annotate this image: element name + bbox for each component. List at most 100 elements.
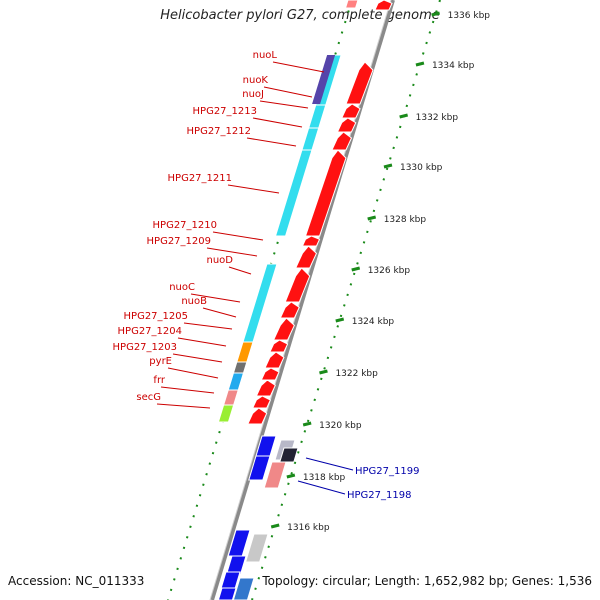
gene-arrow xyxy=(272,317,295,341)
gene-label[interactable]: nuoC xyxy=(169,282,195,293)
scale-tick xyxy=(286,473,296,479)
gene-arrow xyxy=(294,245,318,269)
gene-block xyxy=(263,461,287,489)
gene-leader-line xyxy=(206,247,258,257)
gene-arrow xyxy=(336,117,357,133)
scale-label: 1324 kbp xyxy=(352,317,395,327)
scale-label: 1328 kbp xyxy=(384,215,427,225)
gene-label[interactable]: pyrE xyxy=(149,356,172,367)
gene-features xyxy=(217,0,393,600)
gene-label[interactable]: HPG27_1213 xyxy=(193,106,257,117)
gene-label[interactable]: frr xyxy=(153,375,165,386)
gene-leader-line xyxy=(177,337,227,347)
gene-block xyxy=(217,587,237,600)
gene-block xyxy=(225,555,247,575)
gene-leader-line xyxy=(246,137,297,147)
genome-summary-text: Topology: circular; Length: 1,652,982 bp… xyxy=(262,574,592,588)
gene-block xyxy=(308,104,327,129)
left-gene-labels: nuoL nuoK nuoJ HPG27_1213 HPG27_1212 HPG27_12… xyxy=(113,50,325,409)
gene-arrow xyxy=(331,131,353,151)
gene-leader-line xyxy=(172,353,223,363)
scale-ticks: 1336 kbp 1334 kbp 1332 kbp 1330 kbp 1328 kbp… xyxy=(270,11,491,533)
scale-tick xyxy=(399,113,409,119)
gene-leader-line xyxy=(167,367,219,379)
gene-label[interactable]: HPG27_1199 xyxy=(355,466,419,477)
gene-arrow xyxy=(374,0,393,11)
scale-tick xyxy=(367,215,377,221)
scale-tick xyxy=(431,11,440,17)
gene-label[interactable]: secG xyxy=(136,392,161,403)
gene-leader-line xyxy=(272,61,325,73)
gene-leader-line xyxy=(202,307,237,318)
scale-label: 1330 kbp xyxy=(400,163,443,173)
gene-block xyxy=(244,533,269,563)
gene-label[interactable]: HPG27_1204 xyxy=(118,326,182,337)
gene-label[interactable]: nuoB xyxy=(181,296,207,307)
gene-leader-line xyxy=(212,231,264,241)
gene-block xyxy=(344,0,359,9)
scale-label: 1334 kbp xyxy=(432,61,475,71)
gene-leader-line xyxy=(252,117,303,128)
gene-label[interactable]: nuoK xyxy=(243,75,269,86)
scale-tick xyxy=(302,421,312,427)
gene-block xyxy=(248,455,271,481)
scale-label: 1320 kbp xyxy=(319,421,362,431)
gene-block xyxy=(301,127,320,151)
gene-arrow xyxy=(269,339,289,353)
gene-leader-line xyxy=(263,86,313,98)
gene-arrow xyxy=(301,235,321,247)
gene-arrow xyxy=(251,395,272,409)
genome-backbone xyxy=(210,0,395,600)
gene-block xyxy=(242,263,278,343)
gene-label[interactable]: HPG27_1212 xyxy=(187,126,251,137)
gene-label[interactable]: HPG27_1211 xyxy=(168,173,232,184)
gene-label[interactable]: HPG27_1210 xyxy=(153,220,217,231)
gene-label[interactable]: HPG27_1198 xyxy=(347,490,411,501)
gene-leader-line xyxy=(297,480,346,495)
gene-leader-line xyxy=(156,403,211,409)
gene-block xyxy=(222,389,239,406)
gene-arrow xyxy=(264,351,285,369)
gene-leader-line xyxy=(228,266,252,275)
gene-label[interactable]: nuoD xyxy=(207,255,234,266)
scale-label: 1326 kbp xyxy=(368,266,411,276)
scale-label: 1318 kbp xyxy=(303,473,346,483)
gene-arrow xyxy=(247,407,268,425)
gene-label[interactable]: HPG27_1209 xyxy=(147,236,211,247)
scale-tick xyxy=(383,163,393,169)
gene-label[interactable]: nuoL xyxy=(253,50,278,61)
gene-leader-line xyxy=(259,100,309,109)
gene-arrow xyxy=(255,379,276,397)
scale-tick xyxy=(351,266,361,272)
gene-label[interactable]: HPG27_1203 xyxy=(113,342,177,353)
gene-arrow xyxy=(284,267,311,303)
gene-block xyxy=(274,149,313,237)
gene-block xyxy=(279,447,299,463)
gene-arrow xyxy=(279,301,300,319)
scale-tick xyxy=(415,61,425,67)
scale-label: 1316 kbp xyxy=(287,523,330,533)
gene-block xyxy=(232,577,255,600)
scale-tick xyxy=(319,369,328,375)
scale-tick xyxy=(335,317,345,323)
gene-block xyxy=(312,55,336,104)
gene-arrow xyxy=(345,61,374,105)
gene-arrow xyxy=(340,103,361,119)
scale-label: 1332 kbp xyxy=(416,113,459,123)
gene-block xyxy=(232,361,248,374)
gene-label[interactable]: HPG27_1205 xyxy=(124,311,188,322)
accession-text: Accession: NC_011333 xyxy=(8,574,145,588)
gene-leader-line xyxy=(183,322,233,330)
scale-label: 1336 kbp xyxy=(448,11,491,21)
right-gene-labels: HPG27_1199 HPG27_1198 xyxy=(297,457,419,501)
gene-arrow xyxy=(304,149,347,237)
gene-block xyxy=(217,404,235,423)
gene-block xyxy=(236,341,254,363)
scale-tick xyxy=(270,523,280,529)
gene-leader-line xyxy=(227,184,280,194)
gene-leader-line xyxy=(190,293,241,303)
gene-block xyxy=(227,372,245,391)
gene-label[interactable]: nuoJ xyxy=(242,89,264,100)
gene-arrow xyxy=(260,367,280,381)
